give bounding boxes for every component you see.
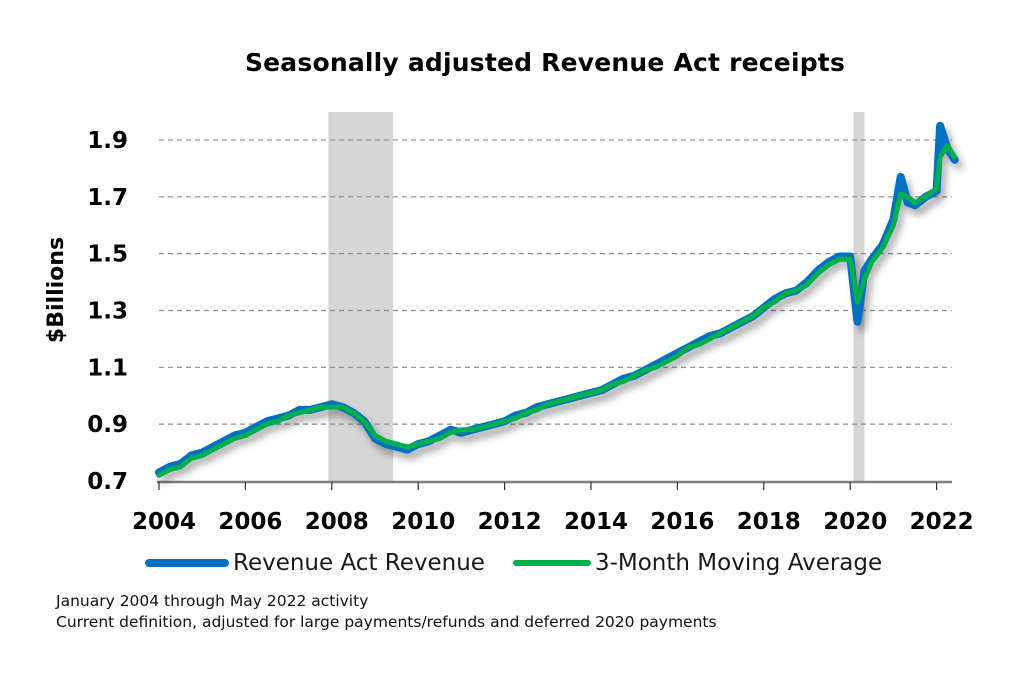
- note-definition: Current definition, adjusted for large p…: [56, 613, 717, 631]
- chart-title: Seasonally adjusted Revenue Act receipts: [244, 48, 846, 77]
- legend-item-revenue: Revenue Act Revenue: [145, 550, 485, 576]
- legend-swatch-revenue: [145, 559, 229, 567]
- x-tick-label: 2006: [218, 509, 282, 535]
- x-tick-label: 2008: [305, 509, 369, 535]
- x-tick-label: 2020: [823, 509, 887, 535]
- recession-band-0: [328, 112, 394, 481]
- x-tick-label: 2004: [132, 509, 196, 535]
- y-tick-label: 0.9: [87, 412, 128, 438]
- legend: Revenue Act Revenue 3-Month Moving Avera…: [145, 547, 910, 579]
- x-tick-label: 2022: [910, 509, 974, 535]
- x-axis-ticks: 2004 2006 2008 2010 2012 2014 2016 2018 2020 2022: [132, 482, 974, 535]
- series-line-moving-average: [156, 143, 958, 478]
- x-tick-label: 2018: [737, 509, 801, 535]
- y-tick-label: 0.7: [87, 469, 128, 495]
- legend-item-moving-average: 3-Month Moving Average: [512, 550, 883, 576]
- y-tick-label: 1.1: [87, 355, 128, 381]
- x-tick-label: 2010: [391, 509, 455, 535]
- x-tick-label: 2014: [564, 509, 628, 535]
- y-tick-label: 1.7: [87, 185, 128, 211]
- y-axis-ticks: 0.7 0.9 1.1 1.3 1.5 1.7 1.9: [87, 128, 128, 495]
- y-axis-label: $Billions: [44, 237, 69, 343]
- x-tick-label: 2016: [650, 509, 714, 535]
- y-tick-label: 1.9: [87, 128, 128, 154]
- legend-swatch-moving-average: [512, 560, 591, 566]
- note-date-range: January 2004 through May 2022 activity: [56, 592, 369, 610]
- y-tick-label: 1.3: [87, 298, 128, 324]
- chart-notes: January 2004 through May 2022 activity C…: [56, 591, 717, 633]
- x-tick-label: 2012: [478, 509, 542, 535]
- gridlines: [159, 139, 952, 425]
- legend-label-revenue: Revenue Act Revenue: [233, 550, 485, 576]
- series-lines: [155, 121, 959, 478]
- legend-label-moving-average: 3-Month Moving Average: [594, 550, 883, 576]
- y-tick-label: 1.5: [87, 242, 128, 268]
